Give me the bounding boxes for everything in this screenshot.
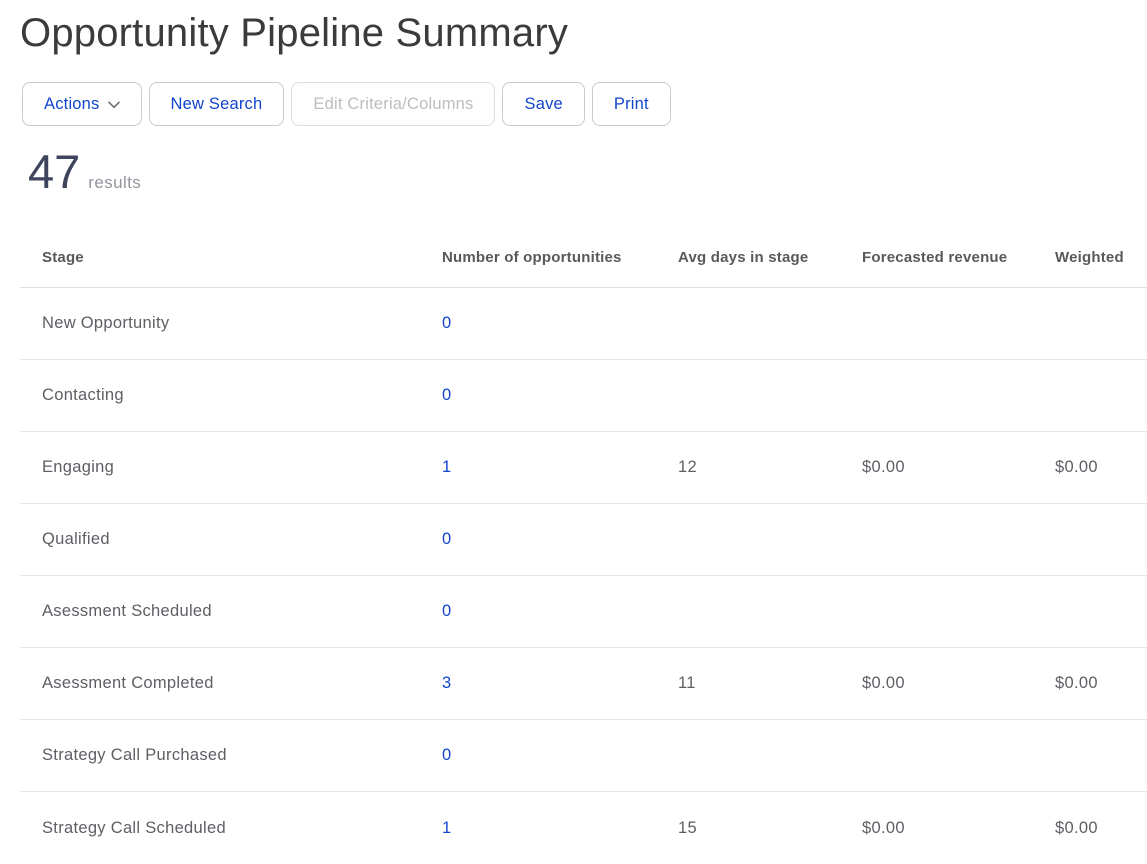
- page-title: Opportunity Pipeline Summary: [20, 11, 569, 55]
- table-row: Qualified 0: [20, 504, 1147, 576]
- weighted-revenue-value: $0.00: [1055, 818, 1098, 837]
- stage-name: Asessment Scheduled: [42, 602, 212, 620]
- save-button[interactable]: Save: [502, 82, 585, 126]
- weighted-revenue-value: $0.00: [1055, 458, 1098, 476]
- edit-criteria-columns-button: Edit Criteria/Columns: [291, 82, 496, 126]
- pipeline-summary-table: Stage Number of opportunities Avg days i…: [20, 228, 1147, 864]
- column-header-number-of-opportunities: Number of opportunities: [442, 249, 622, 266]
- table-row: Asessment Completed 3 11 $0.00 $0.00: [20, 648, 1147, 720]
- opportunity-count-link[interactable]: 1: [442, 818, 452, 837]
- stage-name: Strategy Call Scheduled: [42, 818, 226, 837]
- avg-days-value: 11: [678, 674, 696, 692]
- new-search-button[interactable]: New Search: [148, 82, 285, 126]
- stage-name: New Opportunity: [42, 314, 170, 332]
- save-button-label: Save: [524, 94, 563, 113]
- print-button-label: Print: [613, 94, 649, 113]
- column-header-avg-days-in-stage: Avg days in stage: [678, 249, 809, 266]
- table-header-row: Stage Number of opportunities Avg days i…: [20, 228, 1147, 288]
- opportunity-count-link[interactable]: 0: [442, 314, 452, 332]
- stage-name: Asessment Completed: [42, 674, 214, 692]
- stage-name: Qualified: [42, 530, 110, 548]
- results-label: results: [88, 173, 142, 192]
- stage-name: Engaging: [42, 458, 115, 476]
- table-row: Asessment Scheduled 0: [20, 576, 1147, 648]
- opportunity-count-link[interactable]: 1: [442, 458, 452, 476]
- forecasted-revenue-value: $0.00: [862, 674, 905, 692]
- table-row: Strategy Call Purchased 0: [20, 720, 1147, 792]
- avg-days-value: 15: [678, 818, 697, 837]
- weighted-revenue-value: $0.00: [1055, 674, 1098, 692]
- results-count: 47: [28, 145, 81, 198]
- table-row: Contacting 0: [20, 360, 1147, 432]
- actions-button-label: Actions: [44, 94, 100, 113]
- actions-button[interactable]: Actions: [22, 82, 142, 126]
- print-button[interactable]: Print: [591, 82, 671, 126]
- stage-name: Contacting: [42, 386, 124, 404]
- toolbar: Actions New Search Edit Criteria/Columns…: [22, 82, 1147, 126]
- column-header-weighted: Weighted: [1055, 249, 1124, 266]
- forecasted-revenue-value: $0.00: [862, 818, 905, 837]
- results-summary: 47 results: [28, 148, 1147, 195]
- table-row: Strategy Call Scheduled 1 15 $0.00 $0.00: [20, 792, 1147, 864]
- opportunity-count-link[interactable]: 0: [442, 386, 452, 404]
- chevron-down-icon: [107, 101, 120, 109]
- stage-name: Strategy Call Purchased: [42, 746, 227, 764]
- avg-days-value: 12: [678, 458, 697, 476]
- column-header-forecasted-revenue: Forecasted revenue: [862, 249, 1008, 266]
- edit-criteria-columns-label: Edit Criteria/Columns: [313, 94, 474, 113]
- opportunity-count-link[interactable]: 0: [442, 746, 452, 764]
- table-row: New Opportunity 0: [20, 288, 1147, 360]
- opportunity-count-link[interactable]: 0: [442, 530, 452, 548]
- new-search-button-label: New Search: [170, 94, 263, 113]
- column-header-stage: Stage: [42, 249, 84, 266]
- opportunity-count-link[interactable]: 3: [442, 674, 452, 692]
- opportunity-count-link[interactable]: 0: [442, 602, 452, 620]
- forecasted-revenue-value: $0.00: [862, 458, 905, 476]
- table-row: Engaging 1 12 $0.00 $0.00: [20, 432, 1147, 504]
